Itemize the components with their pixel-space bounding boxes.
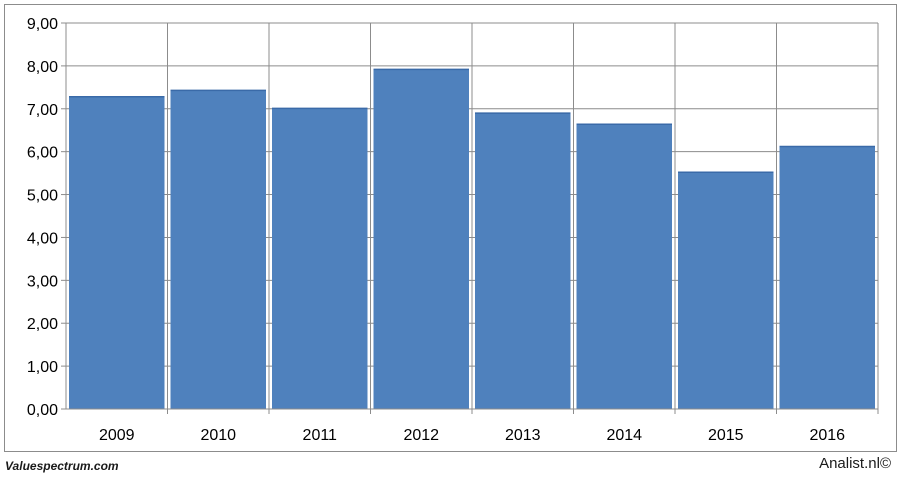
copyright-credit: Analist.nl© <box>819 455 891 472</box>
x-tick-label: 2011 <box>303 427 338 444</box>
y-tick-label: 7,00 <box>27 102 58 119</box>
bar <box>779 146 875 409</box>
bar <box>69 96 165 409</box>
y-tick-label: 3,00 <box>27 273 58 290</box>
x-tick-label: 2012 <box>403 427 439 444</box>
y-tick-label: 4,00 <box>27 230 58 247</box>
y-tick-label: 5,00 <box>27 188 58 205</box>
x-tick-label: 2015 <box>708 427 744 444</box>
y-tick-label: 2,00 <box>27 316 58 333</box>
bar-layer <box>69 68 875 410</box>
y-tick-label: 9,00 <box>27 16 58 33</box>
bar <box>678 172 774 409</box>
y-tick-label: 1,00 <box>27 359 58 376</box>
bar <box>373 69 469 409</box>
axis-layer <box>61 22 878 410</box>
y-tick-label: 0,00 <box>27 402 58 419</box>
y-tick-label: 6,00 <box>27 145 58 162</box>
bar-chart: 0,00 1,00 2,00 3,00 4,00 5,00 6,00 7,00 8,00 9,00… <box>27 16 879 444</box>
x-tick-label: 2014 <box>606 427 642 444</box>
x-tick-label: 2016 <box>809 427 845 444</box>
bar <box>170 90 266 409</box>
x-tick-label: 2010 <box>200 427 236 444</box>
x-tick-label: 2013 <box>505 427 541 444</box>
bar <box>576 124 672 410</box>
bar <box>475 113 571 410</box>
label-layer: 0,00 1,00 2,00 3,00 4,00 5,00 6,00 7,00 8,00 9,00… <box>27 16 845 444</box>
y-tick-label: 8,00 <box>27 59 58 76</box>
source-credit: Valuespectrum.com <box>5 459 119 473</box>
x-tick-label: 2009 <box>99 427 135 444</box>
bar <box>272 108 368 410</box>
